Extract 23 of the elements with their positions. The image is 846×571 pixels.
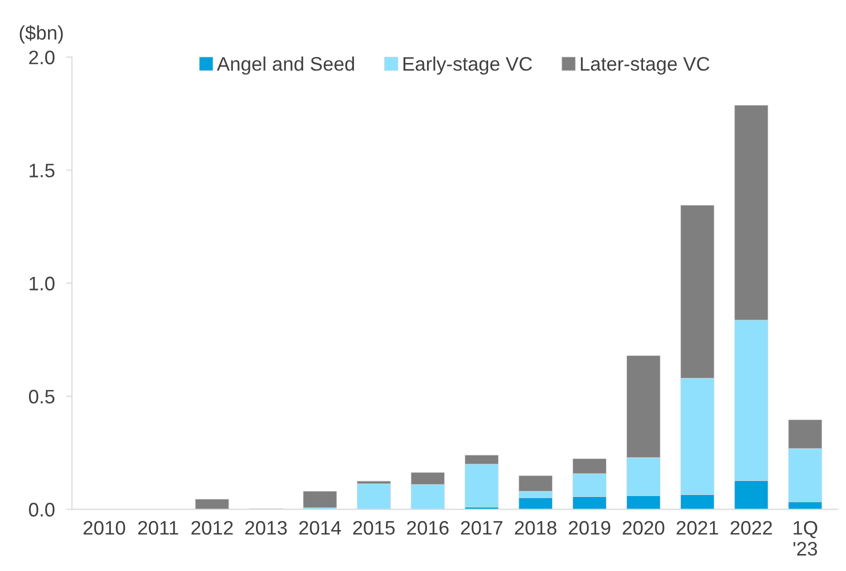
y-tick-label: 1.5 bbox=[30, 164, 54, 178]
legend-label: Angel and Seed bbox=[216, 56, 354, 75]
x-tick-label: 2018 bbox=[514, 520, 556, 535]
legend-label: Early-stage VC bbox=[404, 56, 532, 75]
x-tick-label: 2017 bbox=[461, 520, 502, 535]
legend-label: Later-stage VC bbox=[580, 57, 710, 75]
x-tick-label: 2015 bbox=[353, 520, 395, 535]
x-tick-label: 2011 bbox=[138, 520, 178, 535]
x-tick-label: 2012 bbox=[191, 520, 233, 535]
x-tick-label: 1Q '23 bbox=[794, 520, 818, 556]
x-tick-label: 2013 bbox=[245, 520, 287, 535]
x-tick-label: 2021 bbox=[676, 520, 718, 535]
y-tick-label: 1.0 bbox=[30, 276, 54, 290]
y-axis-title: ($bn) bbox=[20, 25, 63, 44]
x-tick-label: 2022 bbox=[730, 520, 772, 535]
y-tick-label: 0.5 bbox=[28, 390, 54, 404]
x-tick-label: 2019 bbox=[568, 520, 610, 535]
y-tick-label: 2.0 bbox=[29, 50, 54, 64]
x-tick-label: 2016 bbox=[407, 520, 449, 535]
x-tick-label: 2010 bbox=[84, 520, 126, 535]
y-tick-label: 0.0 bbox=[28, 502, 54, 517]
x-tick-label: 2014 bbox=[299, 520, 341, 535]
x-tick-label: 2020 bbox=[622, 520, 664, 535]
